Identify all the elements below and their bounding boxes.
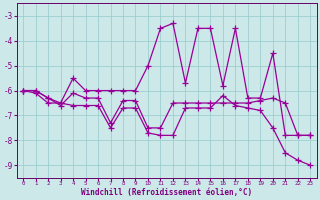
X-axis label: Windchill (Refroidissement éolien,°C): Windchill (Refroidissement éolien,°C) <box>81 188 252 197</box>
